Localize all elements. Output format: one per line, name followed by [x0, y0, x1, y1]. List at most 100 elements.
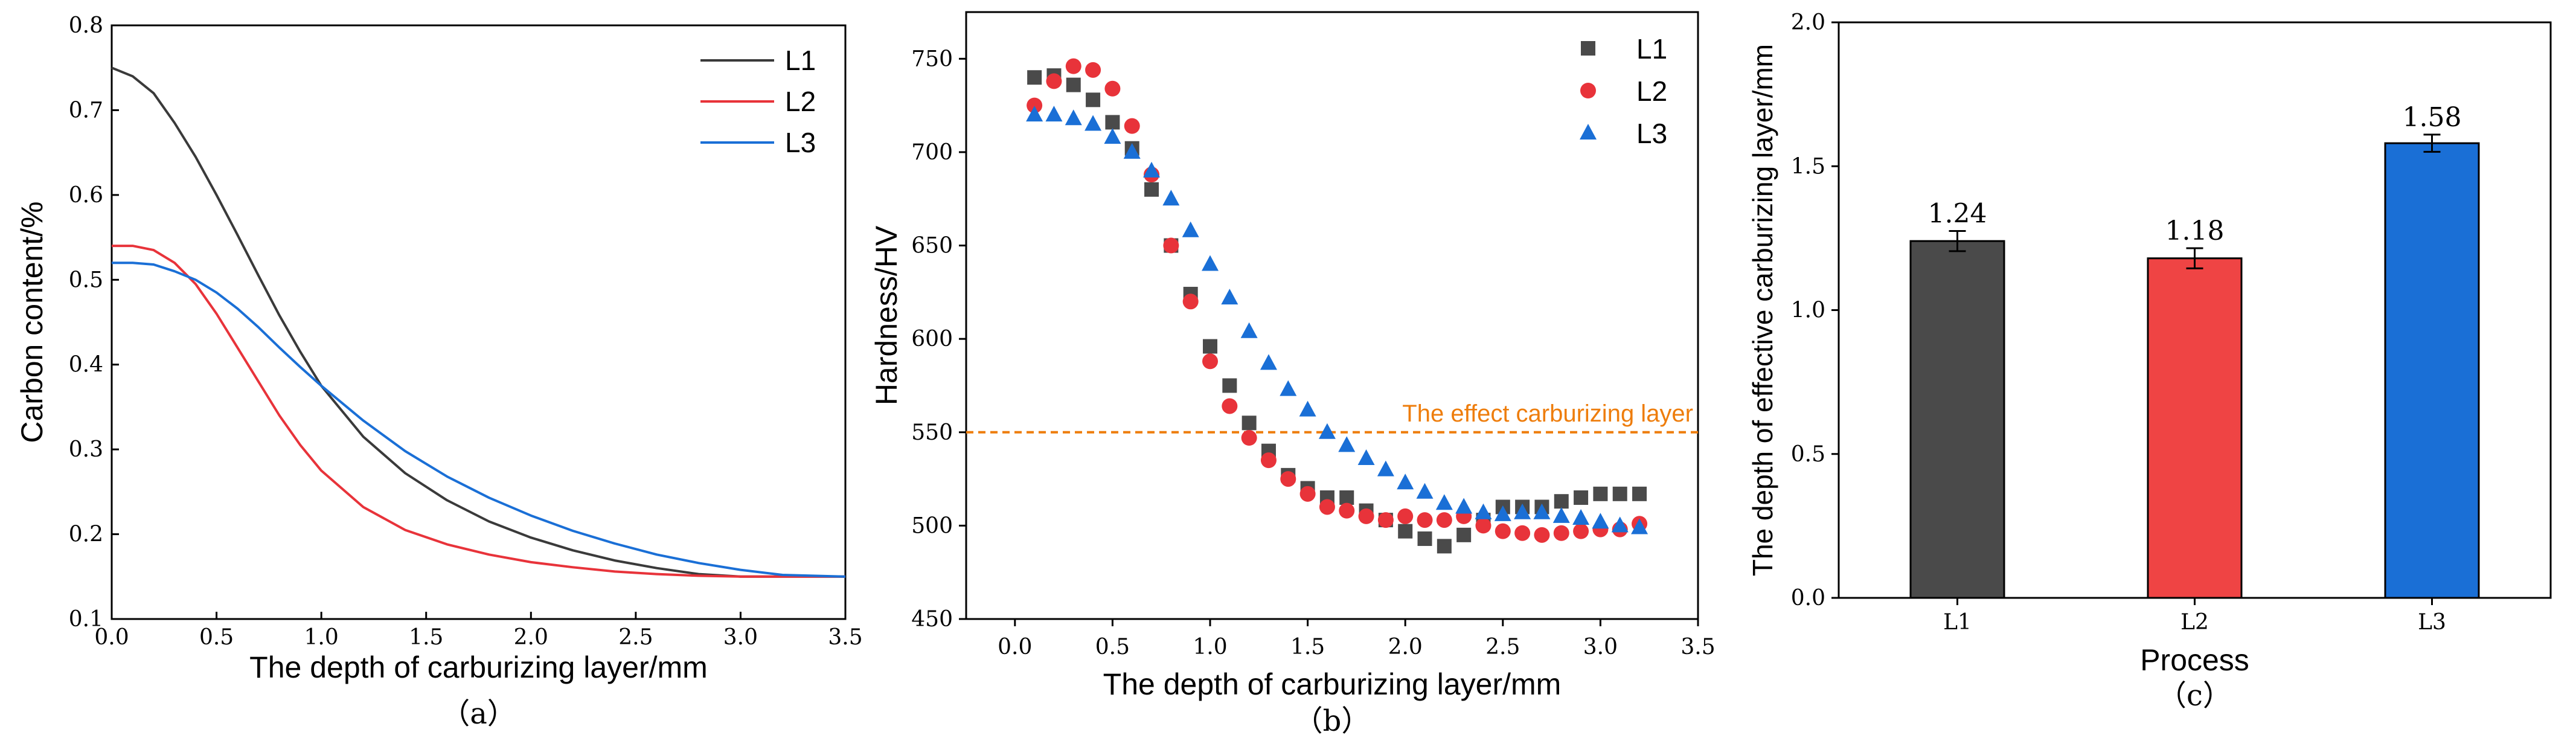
point-l2	[1222, 398, 1238, 414]
point-l2	[1534, 527, 1550, 543]
y-tick-label-a: 0.3	[69, 437, 103, 462]
x-axis-label-a: The depth of carburizing layer/mm	[249, 650, 708, 684]
x-tick-label-a: 2.5	[618, 625, 653, 650]
point-l1	[1242, 415, 1257, 431]
point-l3	[1318, 423, 1336, 439]
point-l2	[1495, 523, 1511, 539]
point-l3	[1162, 190, 1180, 206]
y-tick-label-b: 700	[911, 140, 953, 165]
y-tick-label-c: 0.0	[1791, 586, 1825, 611]
y-tick-label-b: 500	[911, 513, 953, 538]
y-tick-label-b: 650	[911, 234, 953, 258]
bar-value-label-l1: 1.24	[1928, 198, 1987, 229]
y-tick-label-c: 1.0	[1791, 298, 1825, 323]
point-l3	[1552, 507, 1570, 523]
point-l1	[1417, 531, 1432, 547]
legend-label-l2: L2	[1636, 75, 1667, 107]
point-l3	[1338, 436, 1356, 452]
y-tick-label-a: 0.5	[69, 268, 103, 292]
x-tick-label-b: 1.0	[1193, 635, 1227, 659]
point-l3	[1280, 380, 1297, 396]
point-l3	[1045, 106, 1063, 122]
point-l2	[1163, 237, 1179, 254]
y-tick-label-c: 0.5	[1791, 442, 1825, 467]
y-tick-label-c: 1.5	[1791, 154, 1825, 179]
point-l3	[1299, 400, 1316, 417]
legend-marker-l3	[1580, 124, 1597, 140]
point-l2	[1104, 80, 1121, 97]
panel-caption-c: （c）	[2158, 679, 2232, 713]
point-l3	[1416, 483, 1434, 499]
point-l3	[1631, 518, 1648, 534]
point-l2	[1475, 518, 1491, 534]
x-tick-label-a: 1.0	[304, 625, 339, 650]
point-l3	[1533, 503, 1551, 519]
point-l1	[1222, 378, 1237, 393]
legend-label-l3: L3	[1636, 118, 1667, 149]
x-tick-label-c: L3	[2418, 610, 2446, 635]
line-series-l1	[111, 66, 845, 578]
point-l3	[1494, 505, 1511, 521]
point-l3	[1435, 494, 1453, 510]
point-l1	[1554, 494, 1569, 509]
point-l2	[1260, 452, 1277, 469]
point-l2	[1514, 525, 1531, 541]
point-l2	[1027, 97, 1043, 114]
x-tick-label-b: 3.0	[1583, 635, 1618, 659]
point-l2	[1319, 499, 1335, 515]
x-axis-label-c: Process	[2140, 643, 2249, 677]
point-l3	[1377, 460, 1394, 476]
point-l1	[1066, 77, 1081, 92]
point-l1	[1105, 115, 1120, 130]
legend-label-l1: L1	[785, 45, 816, 76]
panel-b: 0.0 0.5 1.0 1.5 2.0 2.5 3.0 3.5 450 500 550 600 650 7…	[870, 11, 1716, 738]
panel-a: 0.0 0.5 1.0 1.5 2.0 2.5 3.0 3.5 0.1 0.2 0.3 0.4 0.5 0…	[15, 13, 863, 731]
x-tick-label-a: 0.0	[94, 625, 129, 650]
x-tick-label-a: 3.0	[723, 625, 758, 650]
bar-l3	[2384, 142, 2480, 599]
point-l2	[1573, 523, 1589, 539]
legend-marker-l1	[1581, 41, 1595, 56]
point-l1	[1456, 527, 1472, 542]
point-l2	[1182, 294, 1199, 310]
point-l3	[1260, 354, 1277, 370]
point-l2	[1085, 62, 1101, 78]
point-l2	[1377, 512, 1394, 528]
point-l3	[1085, 115, 1102, 131]
point-l3	[1572, 509, 1590, 525]
y-tick-label-b: 450	[911, 607, 953, 632]
point-l1	[1612, 486, 1627, 501]
point-l1	[1632, 486, 1647, 501]
y-tick-label-a: 0.6	[69, 183, 103, 208]
x-tick-label-b: 0.0	[998, 635, 1032, 659]
point-l3	[1240, 322, 1258, 338]
point-l1	[1593, 486, 1608, 501]
point-l3	[1397, 473, 1414, 490]
legend-label-l2: L2	[785, 86, 816, 117]
point-l2	[1202, 353, 1218, 370]
x-tick-label-c: L1	[1943, 610, 1972, 635]
legend-marker-l2	[1580, 83, 1596, 98]
point-l3	[1611, 516, 1629, 533]
x-axis-label-b: The depth of carburizing layer/mm	[1103, 667, 1562, 701]
y-tick-label-c: 2.0	[1791, 10, 1825, 35]
point-l3	[1143, 161, 1161, 178]
point-l2	[1065, 58, 1081, 74]
point-l1	[1144, 182, 1159, 197]
plot-frame-b	[965, 11, 1699, 620]
y-axis-label-a: Carbon content/%	[15, 201, 49, 443]
y-tick-label-a: 0.2	[69, 522, 103, 547]
x-tick-label-b: 2.0	[1388, 635, 1423, 659]
x-tick-label-b: 2.5	[1485, 635, 1520, 659]
point-l2	[1417, 512, 1433, 528]
x-tick-label-a: 3.5	[828, 625, 862, 650]
reference-line-label: The effect carburizing layer	[1402, 400, 1693, 427]
bar-l2	[2147, 257, 2243, 599]
line-series-l3	[112, 261, 846, 578]
y-tick-label-a: 0.8	[69, 13, 103, 38]
point-l2	[1339, 502, 1355, 519]
y-tick-label-a: 0.4	[69, 353, 103, 377]
point-l3	[1182, 221, 1199, 237]
bar-l1	[1909, 240, 2005, 599]
y-tick-label-b: 750	[911, 47, 953, 71]
